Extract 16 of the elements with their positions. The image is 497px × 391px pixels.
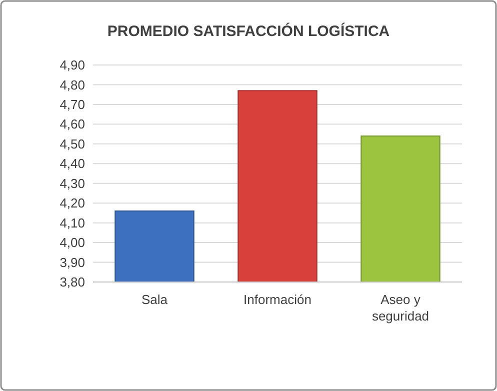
y-tick-label: 4,50 [60, 136, 85, 152]
y-tick-label: 4,90 [60, 58, 85, 73]
chart-title: PROMEDIO SATISFACCIÓN LOGÍSTICA [107, 22, 390, 40]
y-tick-label: 4,40 [60, 156, 85, 172]
y-tick-label: 4,10 [60, 215, 85, 230]
y-tick-label: 4,60 [60, 116, 85, 132]
y-tick-label: 3,90 [60, 254, 85, 270]
y-tick-label: 4,20 [60, 196, 85, 211]
x-tick-label: Aseo y seguridad [372, 292, 430, 324]
y-tick-label: 3,80 [60, 274, 85, 290]
y-tick-label: 4,70 [60, 97, 85, 112]
x-tick-label: Sala [141, 292, 168, 307]
y-tick-label: 4,80 [60, 77, 85, 92]
y-tick-label: 4,30 [60, 176, 85, 191]
y-tick-label: 4,00 [60, 235, 85, 250]
x-tick-label: Información [244, 292, 312, 307]
